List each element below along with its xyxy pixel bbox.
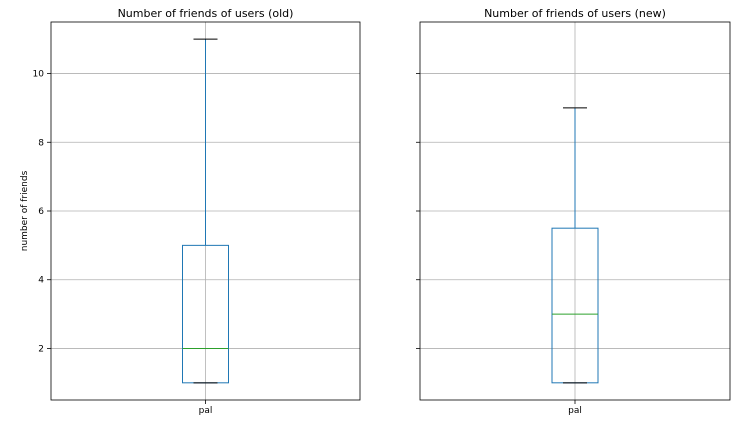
y-axis-label: number of friends [20, 170, 30, 251]
chart-panel-1: 2 4 6 8 10 pal Number of friends of users (old… [20, 7, 361, 416]
chart-title: Number of friends of users (old) [118, 7, 294, 20]
x-tick-label: pal [568, 406, 582, 416]
plot-frame [50, 21, 361, 401]
y-tick-label: 6 [38, 207, 44, 217]
x-tick-label: pal [199, 406, 213, 416]
plot-frame [419, 21, 731, 401]
y-tick-label: 4 [38, 276, 44, 286]
y-tick-label: 10 [33, 70, 45, 80]
chart-title: Number of friends of users (new) [484, 7, 666, 20]
chart-panel-2: pal Number of friends of users (new) [416, 7, 731, 416]
y-tick-label: 2 [38, 344, 44, 354]
y-tick-label: 8 [38, 138, 44, 148]
